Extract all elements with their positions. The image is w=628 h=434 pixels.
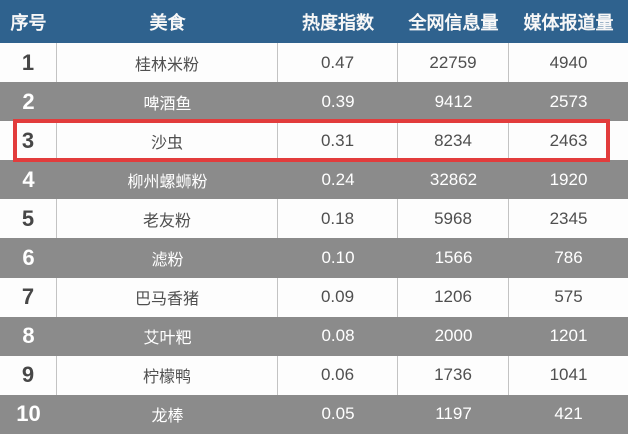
heat-index-cell: 0.24: [321, 169, 355, 189]
heat-index-cell: 0.05: [321, 404, 355, 424]
heat-index-cell: 0.31: [278, 121, 398, 161]
media-report-cell: 2345: [549, 208, 588, 228]
table-row: 10 龙棒 0.05 1197 421: [0, 394, 628, 434]
media-report-cell: 575: [554, 287, 583, 307]
heat-index-cell: 0.08: [321, 326, 355, 346]
media-report-cell: 786: [554, 248, 583, 268]
food-cell: 柳州螺蛳粉: [127, 173, 208, 191]
table-body: 1 桂林米粉 0.47 22759 4940 2 啤酒鱼 0.39 9412 2573 3 沙虫 0.3…: [0, 43, 628, 434]
info-volume-cell: 9412: [434, 91, 473, 111]
media-report-cell: 1201: [549, 326, 588, 346]
media-report-cell: 1041: [549, 365, 588, 385]
info-volume-cell: 1736: [398, 355, 509, 395]
media-report-cell: 421: [554, 404, 583, 424]
table-row: 5 老友粉 0.18 5968 2345: [0, 199, 628, 239]
info-volume-cell: 1197: [435, 404, 472, 424]
food-cell: 啤酒鱼: [143, 95, 192, 113]
rank-cell: 4: [22, 166, 35, 192]
heat-index-cell: 0.09: [278, 277, 398, 317]
column-header-media-reports: 媒体报道量: [523, 12, 614, 33]
column-header-info-volume: 全网信息量: [408, 12, 499, 33]
column-header-heat-index: 热度指数: [302, 12, 374, 33]
food-cell: 桂林米粉: [57, 43, 278, 83]
info-volume-cell: 5968: [398, 199, 509, 239]
rank-cell: 2: [22, 88, 35, 114]
food-cell: 滤粉: [151, 252, 184, 270]
media-report-cell: 2573: [549, 91, 588, 111]
heat-index-cell: 0.06: [278, 355, 398, 395]
media-report-cell: 4940: [549, 52, 588, 72]
rank-cell: 7: [0, 277, 57, 317]
food-cell: 沙虫: [57, 121, 278, 161]
heat-index-cell: 0.39: [321, 91, 355, 111]
food-cell: 巴马香猪: [57, 277, 278, 317]
info-volume-cell: 22759: [398, 43, 509, 83]
food-cell: 龙棒: [151, 408, 184, 426]
table-row: 6 滤粉 0.10 1566 786: [0, 238, 628, 278]
food-cell: 老友粉: [57, 199, 278, 239]
heat-index-cell: 0.18: [278, 199, 398, 239]
info-volume-cell: 1206: [398, 277, 509, 317]
table-row: 1 桂林米粉 0.47 22759 4940: [0, 43, 628, 83]
table-header-row: 序号 美食 热度指数 全网信息量 媒体报道量: [0, 0, 628, 43]
column-header-food: 美食: [149, 12, 186, 33]
table-row: 9 柠檬鸭 0.06 1736 1041: [0, 355, 628, 395]
rank-cell: 1: [0, 43, 57, 83]
rank-cell: 10: [16, 401, 41, 427]
heat-index-cell: 0.47: [278, 43, 398, 83]
rank-cell: 9: [0, 355, 57, 395]
table-row: 4 柳州螺蛳粉 0.24 32862 1920: [0, 160, 628, 200]
table-row: 2 啤酒鱼 0.39 9412 2573: [0, 82, 628, 122]
rank-cell: 8: [22, 323, 35, 349]
table-row: 8 艾叶粑 0.08 2000 1201: [0, 316, 628, 356]
media-report-cell: 1920: [549, 169, 588, 189]
food-cell: 艾叶粑: [143, 330, 192, 348]
rank-cell: 3: [0, 121, 57, 161]
info-volume-cell: 32862: [429, 169, 478, 189]
media-report-cell: 2463: [549, 130, 588, 150]
column-header-rank: 序号: [10, 12, 47, 33]
table-row: 7 巴马香猪 0.09 1206 575: [0, 277, 628, 317]
heat-index-cell: 0.10: [321, 248, 355, 268]
info-volume-cell: 8234: [398, 121, 509, 161]
rank-cell: 6: [22, 245, 35, 271]
table-row: 3 沙虫 0.31 8234 2463: [0, 121, 628, 161]
food-cell: 柠檬鸭: [57, 355, 278, 395]
rank-cell: 5: [0, 199, 57, 239]
info-volume-cell: 1566: [434, 248, 473, 268]
info-volume-cell: 2000: [434, 326, 473, 346]
